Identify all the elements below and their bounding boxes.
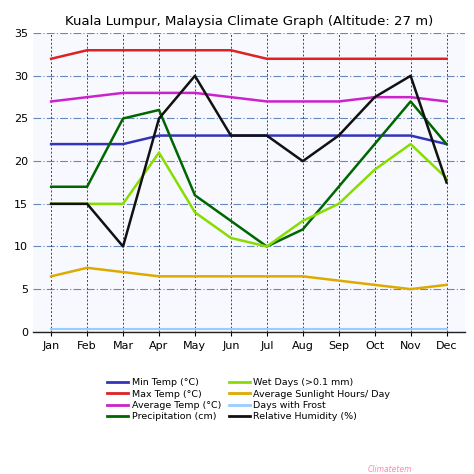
Text: Climatetem: Climatetem [368, 465, 412, 474]
Legend: Min Temp (°C), Max Temp (°C), Average Temp (°C), Precipitation (cm), Wet Days (>: Min Temp (°C), Max Temp (°C), Average Te… [107, 378, 391, 421]
Title: Kuala Lumpur, Malaysia Climate Graph (Altitude: 27 m): Kuala Lumpur, Malaysia Climate Graph (Al… [65, 15, 433, 28]
